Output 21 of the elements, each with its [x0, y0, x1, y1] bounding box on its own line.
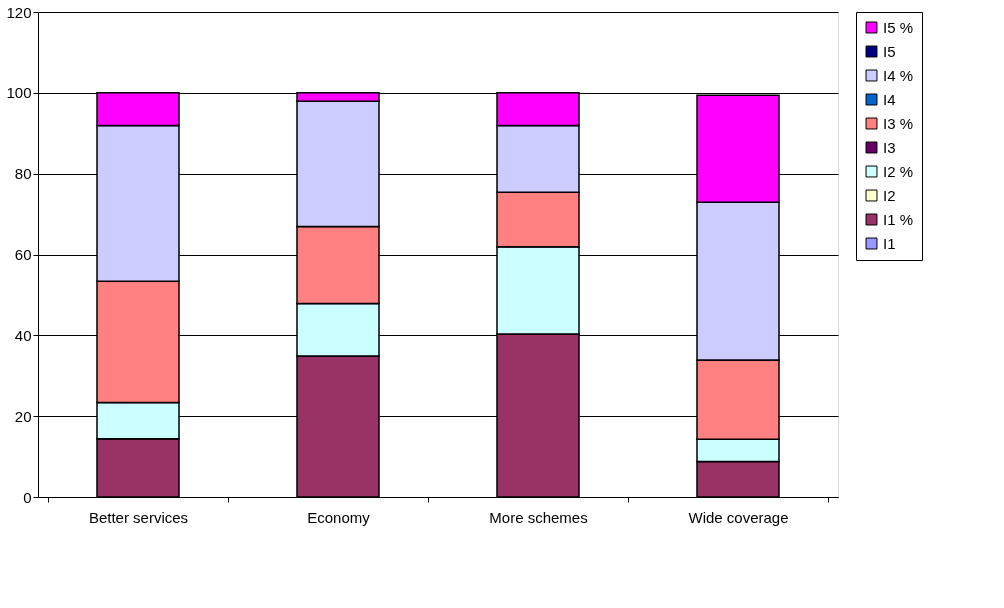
legend-label: I4 % — [883, 66, 914, 84]
x-tick-label: Wide coverage — [688, 508, 789, 526]
y-tick-label: 0 — [23, 488, 32, 506]
y-tick-label: 40 — [14, 326, 32, 344]
legend-label: I3 % — [883, 114, 914, 132]
legend-label: I1 — [883, 234, 896, 252]
y-tick-label: 100 — [6, 84, 32, 102]
legend-label: I1 % — [883, 210, 914, 228]
y-tick-label: 20 — [14, 407, 32, 425]
x-tick-label: Better services — [88, 508, 189, 526]
legend-label: I2 — [883, 186, 896, 204]
x-tick-label: Economy — [307, 508, 371, 526]
y-tick-label: 60 — [14, 246, 32, 263]
y-tick-label: 80 — [14, 165, 32, 183]
legend-label: I5 % — [883, 18, 914, 36]
legend-label: I3 — [883, 138, 896, 156]
y-tick-label: 120 — [6, 3, 32, 21]
legend-label: I5 — [883, 42, 896, 60]
legend-label: I4 — [883, 90, 896, 108]
x-tick-label: More schemes — [489, 508, 588, 526]
legend-label: I2 % — [883, 162, 914, 180]
